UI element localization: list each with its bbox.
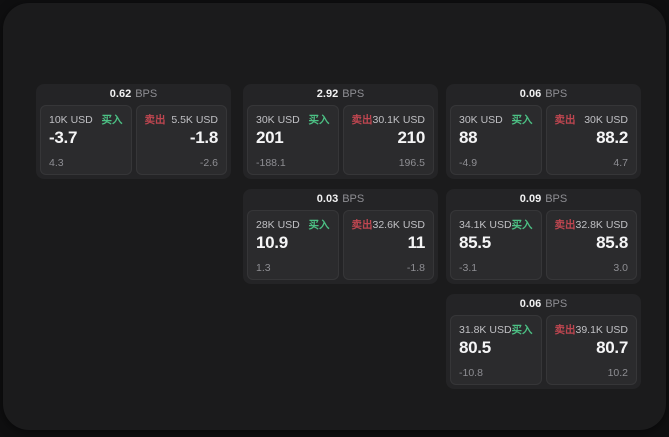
buy-amount: 34.1K USD	[459, 218, 512, 231]
sell-delta: 4.7	[613, 157, 628, 169]
sell-label: 卖出	[554, 114, 576, 126]
buy-delta: 4.3	[49, 157, 64, 169]
buy-delta: -188.1	[256, 157, 286, 169]
sell-amount: 39.1K USD	[575, 323, 629, 336]
main-panel: 0.62 BPS 10K USD 买入 -3.7 4.3 卖出 5.5K USD…	[3, 3, 666, 430]
buy-label: 买入	[308, 114, 330, 126]
buy-price: 10.9	[256, 233, 288, 252]
buy-amount: 10K USD	[49, 113, 93, 126]
card-header: 0.09 BPS	[450, 189, 637, 210]
buy-delta: -3.1	[459, 262, 478, 274]
bps-unit: BPS	[342, 88, 365, 100]
quote-card[interactable]: 2.92 BPS 30K USD 买入 201 -188.1 卖出 30.1K …	[243, 84, 438, 179]
bps-unit: BPS	[135, 88, 158, 100]
sell-label: 卖出	[144, 114, 166, 126]
sell-price: 210	[397, 128, 426, 147]
sell-label: 卖出	[554, 324, 576, 336]
buy-amount: 30K USD	[459, 113, 503, 126]
buy-label: 买入	[101, 114, 123, 126]
sell-label: 卖出	[351, 219, 373, 231]
sell-panel[interactable]: 卖出 32.8K USD 85.8 3.0	[545, 210, 637, 280]
quote-card[interactable]: 0.03 BPS 28K USD 买入 10.9 1.3 卖出 32.6K US…	[243, 189, 438, 284]
sell-panel[interactable]: 卖出 32.6K USD 11 -1.8	[342, 210, 434, 280]
buy-label: 买入	[511, 324, 533, 336]
buy-panel[interactable]: 30K USD 买入 88 -4.9	[450, 105, 542, 175]
buy-delta: -4.9	[459, 157, 478, 169]
sell-amount: 5.5K USD	[171, 113, 218, 126]
sell-price: 11	[407, 233, 426, 252]
sell-panel[interactable]: 卖出 30K USD 88.2 4.7	[545, 105, 637, 175]
sell-price: 85.8	[596, 233, 628, 252]
quote-card[interactable]: 0.62 BPS 10K USD 买入 -3.7 4.3 卖出 5.5K USD…	[36, 84, 231, 179]
quote-card[interactable]: 0.09 BPS 34.1K USD 买入 85.5 -3.1 卖出 32.8K…	[446, 189, 641, 284]
bps-value: 0.09	[519, 193, 542, 205]
buy-panel[interactable]: 30K USD 买入 201 -188.1	[247, 105, 339, 175]
sell-delta: 10.2	[607, 367, 628, 379]
buy-label: 买入	[308, 219, 330, 231]
bps-value: 0.62	[109, 88, 132, 100]
card-header: 0.62 BPS	[40, 84, 227, 105]
sell-panel[interactable]: 卖出 30.1K USD 210 196.5	[342, 105, 434, 175]
buy-amount: 28K USD	[256, 218, 300, 231]
sell-amount: 30K USD	[584, 113, 628, 126]
buy-delta: 1.3	[256, 262, 271, 274]
buy-label: 买入	[511, 219, 533, 231]
sell-panel[interactable]: 卖出 5.5K USD -1.8 -2.6	[135, 105, 227, 175]
sell-label: 卖出	[554, 219, 576, 231]
card-header: 0.03 BPS	[247, 189, 434, 210]
buy-price: 201	[256, 128, 284, 147]
sell-delta: -2.6	[199, 157, 218, 169]
sell-delta: 196.5	[398, 157, 425, 169]
bps-unit: BPS	[545, 193, 568, 205]
buy-panel[interactable]: 28K USD 买入 10.9 1.3	[247, 210, 339, 280]
sell-delta: 3.0	[613, 262, 628, 274]
bps-unit: BPS	[545, 88, 568, 100]
buy-amount: 31.8K USD	[459, 323, 512, 336]
buy-panel[interactable]: 34.1K USD 买入 85.5 -3.1	[450, 210, 542, 280]
card-header: 0.06 BPS	[450, 294, 637, 315]
card-header: 2.92 BPS	[247, 84, 434, 105]
sell-amount: 30.1K USD	[372, 113, 426, 126]
sell-delta: -1.8	[406, 262, 425, 274]
bps-unit: BPS	[545, 298, 568, 310]
quote-card[interactable]: 0.06 BPS 30K USD 买入 88 -4.9 卖出 30K USD 8…	[446, 84, 641, 179]
bps-value: 0.03	[316, 193, 339, 205]
buy-panel[interactable]: 10K USD 买入 -3.7 4.3	[40, 105, 132, 175]
sell-price: 88.2	[596, 128, 628, 147]
buy-price: 85.5	[459, 233, 491, 252]
buy-delta: -10.8	[459, 367, 483, 379]
buy-price: -3.7	[49, 128, 78, 147]
buy-panel[interactable]: 31.8K USD 买入 80.5 -10.8	[450, 315, 542, 385]
buy-label: 买入	[511, 114, 533, 126]
bps-value: 0.06	[519, 298, 542, 310]
sell-price: -1.8	[189, 128, 218, 147]
sell-label: 卖出	[351, 114, 373, 126]
sell-amount: 32.6K USD	[372, 218, 426, 231]
sell-price: 80.7	[596, 338, 628, 357]
buy-amount: 30K USD	[256, 113, 300, 126]
bps-value: 0.06	[519, 88, 542, 100]
quote-card[interactable]: 0.06 BPS 31.8K USD 买入 80.5 -10.8 卖出 39.1…	[446, 294, 641, 389]
sell-amount: 32.8K USD	[575, 218, 629, 231]
buy-price: 88	[459, 128, 478, 147]
bps-unit: BPS	[342, 193, 365, 205]
buy-price: 80.5	[459, 338, 491, 357]
sell-panel[interactable]: 卖出 39.1K USD 80.7 10.2	[545, 315, 637, 385]
bps-value: 2.92	[316, 88, 339, 100]
card-header: 0.06 BPS	[450, 84, 637, 105]
